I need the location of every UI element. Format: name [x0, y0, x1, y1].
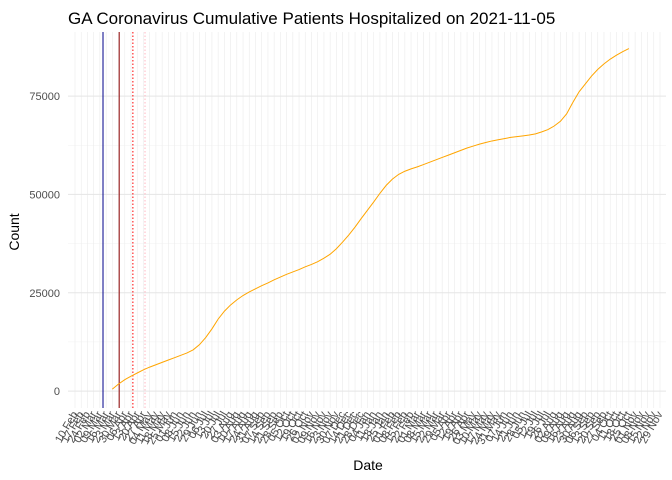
y-tick-label: 25000 — [29, 288, 60, 300]
y-tick-label: 0 — [54, 386, 60, 398]
x-axis-title: Date — [353, 457, 383, 473]
chart-title: GA Coronavirus Cumulative Patients Hospi… — [68, 9, 555, 28]
data-line — [112, 48, 630, 390]
y-tick-label: 50000 — [29, 189, 60, 201]
y-axis-title: Count — [6, 213, 22, 250]
y-tick-label: 75000 — [29, 91, 60, 103]
